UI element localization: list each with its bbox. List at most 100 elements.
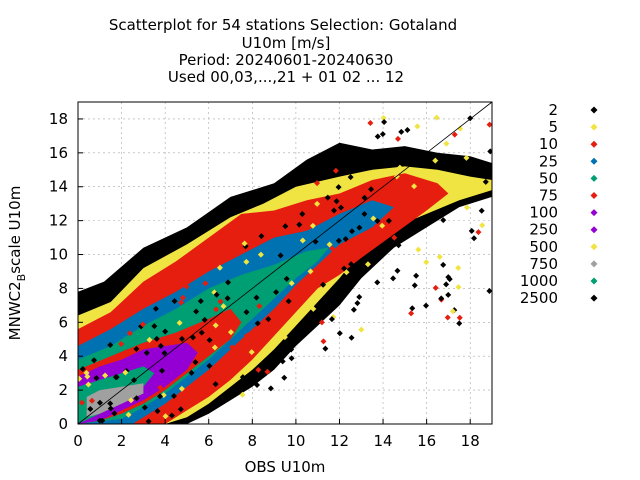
scatter-point bbox=[91, 357, 98, 364]
scatter-point bbox=[88, 397, 95, 404]
scatter-point bbox=[258, 233, 265, 240]
scatter-point bbox=[78, 375, 83, 382]
scatter-point bbox=[107, 342, 114, 349]
scatter-point bbox=[168, 412, 175, 419]
scatter-point bbox=[324, 194, 331, 201]
scatter-point bbox=[283, 275, 290, 282]
scatter-point bbox=[415, 246, 422, 253]
scatter-point bbox=[192, 359, 199, 366]
legend-label: 100 bbox=[529, 204, 558, 222]
x-tick-label: 16 bbox=[417, 432, 436, 450]
scatter-point bbox=[471, 235, 478, 242]
scatter-point bbox=[254, 382, 261, 389]
scatter-point bbox=[213, 306, 220, 313]
scatter-point bbox=[463, 204, 470, 211]
scatter-point bbox=[395, 242, 402, 249]
scatter-point bbox=[161, 350, 168, 357]
scatter-point bbox=[335, 237, 342, 244]
scatter-point bbox=[455, 284, 462, 291]
scatter-point bbox=[248, 349, 255, 356]
scatter-point bbox=[320, 281, 327, 288]
scatter-point bbox=[411, 183, 418, 190]
scatter-point bbox=[314, 200, 321, 207]
legend-marker bbox=[590, 277, 598, 285]
scatter-point bbox=[243, 332, 250, 339]
legend-label: 2500 bbox=[520, 289, 558, 307]
scatter-point bbox=[318, 319, 325, 326]
scatter-point bbox=[197, 298, 204, 305]
scatter-point bbox=[171, 298, 178, 305]
scatter-point bbox=[414, 123, 421, 130]
scatter-point bbox=[133, 345, 140, 352]
scatter-point bbox=[332, 167, 339, 174]
legend-label: 50 bbox=[539, 169, 558, 187]
scatter-point bbox=[281, 374, 288, 381]
scatter-point bbox=[225, 279, 232, 286]
scatter-point bbox=[224, 295, 231, 302]
scatter-point bbox=[370, 215, 377, 222]
scatter-point bbox=[385, 217, 392, 224]
scatter-point bbox=[487, 148, 492, 155]
x-axis-label: OBS U10m bbox=[245, 458, 326, 476]
scatter-point bbox=[413, 272, 420, 279]
scatter-point bbox=[176, 319, 183, 326]
scatter-point bbox=[486, 184, 492, 191]
scatter-point bbox=[482, 178, 489, 185]
scatter-point bbox=[451, 131, 458, 138]
x-tick-label: 6 bbox=[204, 432, 214, 450]
scatter-point bbox=[111, 410, 118, 417]
scatter-point bbox=[93, 374, 100, 381]
scatter-point bbox=[349, 228, 356, 235]
scatter-point bbox=[288, 280, 295, 287]
scatter-point bbox=[367, 120, 374, 127]
scatter-point bbox=[253, 294, 260, 301]
scatter-point bbox=[328, 316, 335, 323]
chart-title: Scatterplot for 54 stations Selection: G… bbox=[109, 16, 457, 86]
scatter-point bbox=[281, 334, 288, 341]
scatter-point bbox=[356, 156, 363, 163]
scatter-point bbox=[257, 251, 264, 258]
scatter-point bbox=[444, 314, 451, 321]
scatter-point bbox=[170, 393, 177, 400]
scatter-point bbox=[178, 385, 185, 392]
scatter-point bbox=[326, 241, 333, 248]
title-line-3: Period: 20240601-20240630 bbox=[179, 51, 394, 69]
scatter-point bbox=[179, 294, 186, 301]
scatter-point bbox=[299, 210, 306, 217]
scatter-point bbox=[358, 326, 365, 333]
scatter-point bbox=[475, 229, 482, 236]
scatter-point bbox=[409, 305, 416, 312]
y-tick-label: 8 bbox=[58, 279, 68, 297]
scatter-point bbox=[411, 282, 418, 289]
scatter-point bbox=[201, 316, 208, 323]
scatter-point bbox=[128, 397, 135, 404]
y-tick-label: 12 bbox=[49, 212, 68, 230]
scatter-point bbox=[374, 133, 381, 140]
scatter-point bbox=[246, 377, 253, 384]
scatter-point bbox=[122, 369, 129, 376]
y-axis-label-tail: scale U10m bbox=[6, 186, 24, 274]
scatter-point bbox=[217, 298, 224, 305]
scatter-point bbox=[423, 259, 430, 266]
scatter-point bbox=[154, 408, 161, 415]
scatter-point bbox=[198, 329, 205, 336]
scatter-point bbox=[213, 291, 220, 298]
scatter-point bbox=[78, 399, 85, 406]
scatter-point bbox=[188, 369, 195, 376]
scatter-point bbox=[404, 127, 411, 134]
x-tick-label: 0 bbox=[73, 432, 83, 450]
scatter-point bbox=[456, 314, 463, 321]
scatter-point bbox=[220, 303, 227, 310]
scatter-point bbox=[266, 233, 273, 240]
scatter-point bbox=[307, 268, 314, 275]
scatter-point bbox=[456, 320, 463, 327]
scatter-point bbox=[390, 275, 397, 282]
scatter-point bbox=[126, 330, 133, 337]
scatter-point bbox=[157, 342, 164, 349]
scatter-point bbox=[398, 128, 405, 135]
y-axis-ticks: 0 2 4 6 8 10 12 14 16 18 bbox=[49, 110, 83, 433]
scatter-point bbox=[443, 140, 450, 147]
scatter-point bbox=[151, 323, 158, 330]
y-axis-label: MNWC2Bscale U10m bbox=[6, 186, 28, 341]
